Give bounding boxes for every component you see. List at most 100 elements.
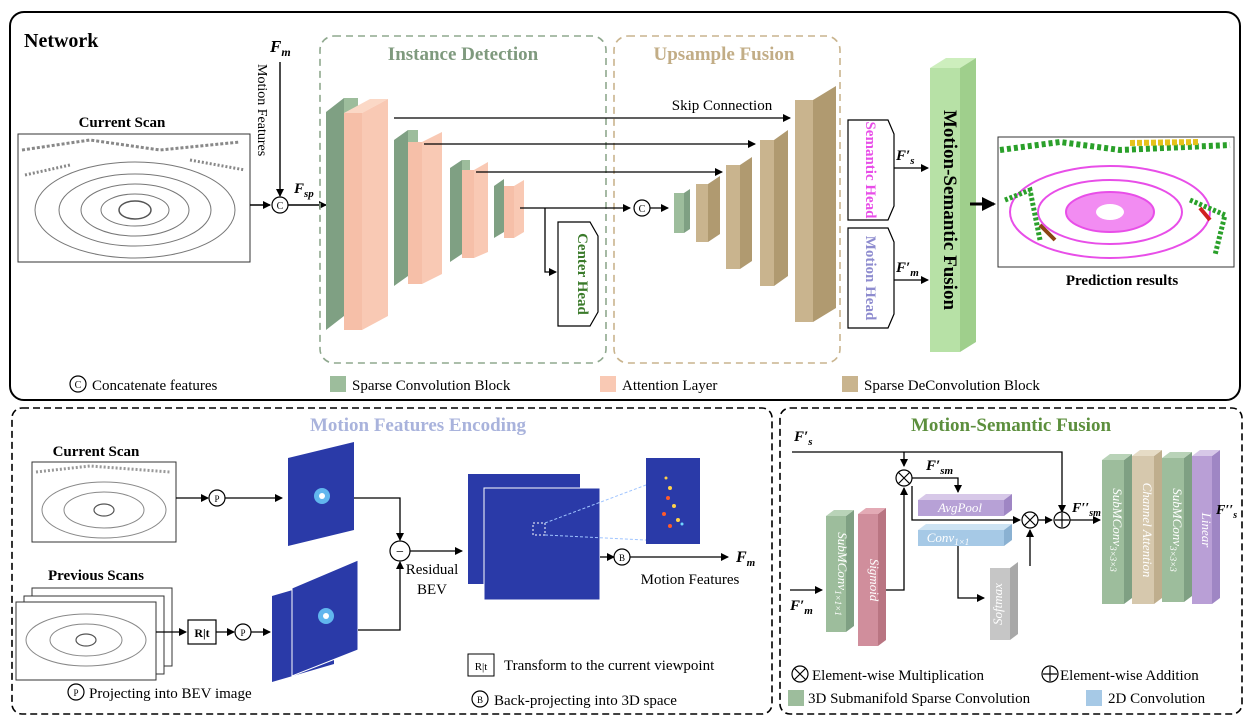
subm1-block: [826, 510, 854, 632]
zoom-region: [532, 522, 546, 536]
bev-to-minus-arrow-bottom: [358, 561, 404, 631]
fsm-dprime-label: F′′sm: [1071, 501, 1101, 519]
minus-symbol: −: [396, 545, 404, 560]
conv-to-softmax-arrow: [957, 546, 985, 602]
subm3b-label: SubMConv3×3×3: [1168, 488, 1185, 572]
channel-attention-block: [1132, 450, 1162, 604]
mfe-title: Motion Features Encoding: [310, 415, 527, 436]
sigmoid-label: Sigmoid: [867, 559, 882, 602]
fm-label: Fm: [269, 37, 291, 59]
msf-fm-prime-label: F′m: [789, 598, 813, 617]
network-panel: Network Current Scan Fm Motion Features …: [9, 11, 1241, 401]
mfe-current-scan-image: [31, 461, 177, 543]
mfe-frame: [11, 407, 773, 715]
encoder-block-2: [394, 130, 442, 286]
legend-attention-label: Attention Layer: [622, 378, 717, 394]
mfe-previous-scans-label: Previous Scans: [48, 568, 144, 584]
motion-features-vertical-label: Motion Features: [254, 64, 269, 156]
skip-connection-label: Skip Connection: [672, 98, 773, 114]
fs-to-add-arrow: [792, 451, 1066, 513]
fsm-prime-label: F′sm: [925, 458, 954, 477]
subm3a-label: SubMConv3×3×3: [1108, 488, 1125, 572]
legend-rt-box: [467, 653, 495, 677]
prediction-image: [997, 136, 1235, 268]
residual-label: Residual: [406, 562, 459, 578]
encoder-block-1: [326, 98, 388, 330]
softmax-block: [990, 562, 1018, 640]
mfe-fm-label: Fm: [735, 549, 756, 569]
mfe-bev-previous: [272, 559, 359, 682]
msf-frame: [779, 407, 1243, 715]
legend-p-icon: [67, 683, 85, 701]
mfe-bev-current: [288, 442, 354, 546]
upsample-fusion-box: [613, 35, 841, 364]
legend-rt-label: R|t: [475, 661, 488, 673]
rt-box-label: R|t: [194, 626, 209, 640]
msf-panel: Motion-Semantic Fusion F′s F′sm AvgPool …: [779, 407, 1243, 715]
legend-concat-label: Concatenate features: [92, 378, 218, 394]
conv-block: [918, 524, 1012, 546]
legend-projecting-label: Projecting into BEV image: [89, 686, 252, 702]
subm3a-block: [1102, 454, 1132, 604]
network-frame: [9, 11, 1241, 401]
legend-add-label: Element-wise Addition: [1060, 668, 1199, 684]
decoder-block-3: [760, 130, 788, 286]
subm1-label: SubMConv1×1×1: [833, 532, 850, 615]
b-symbol: B: [619, 553, 625, 563]
legend-concat-icon: [69, 375, 87, 393]
sigmoid-to-mult-arrow: [886, 487, 908, 591]
legend-subm-swatch: [788, 690, 804, 706]
mfe-current-scan-label: Current Scan: [53, 444, 140, 460]
subm3b-block: [1162, 452, 1192, 602]
ms-fusion-vertical-label: Motion-Semantic Fusion: [939, 110, 960, 310]
legend-sparse-conv-label: Sparse Convolution Block: [352, 378, 511, 394]
legend-mult-label: Element-wise Multiplication: [812, 668, 985, 684]
fs-dprime-label: F′′s: [1215, 503, 1237, 521]
legend-b-icon: [471, 690, 489, 708]
decoder-concat-symbol: C: [639, 204, 646, 215]
msf-fs-prime-label: F′s: [793, 429, 813, 448]
mfe-motion-features-label: Motion Features: [641, 572, 740, 588]
sigmoid-block: [858, 508, 886, 646]
fsm-to-avgpool-arrow: [912, 477, 962, 493]
mfe-previous-scans-image: [15, 587, 173, 681]
zoom-inset: [646, 458, 700, 544]
legend-2d-swatch: [1086, 690, 1102, 706]
residual-bev-stack: [468, 474, 647, 601]
center-head-box: [557, 221, 599, 327]
msf-title: Motion-Semantic Fusion: [911, 415, 1111, 436]
center-head-arrow: [544, 208, 557, 276]
mfe-panel: Motion Features Encoding Current Scan P …: [11, 407, 773, 715]
motion-semantic-fusion-slab: [930, 58, 976, 352]
legend-b-symbol: B: [477, 695, 483, 705]
fs-prime-label: F′s: [895, 148, 915, 167]
center-head-label: Center Head: [574, 233, 590, 315]
avgpool-label: AvgPool: [937, 500, 982, 515]
fsp-label: Fsp: [293, 181, 314, 200]
network-legend: C Concatenate features Sparse Convolutio…: [69, 375, 1040, 394]
legend-concat-symbol: C: [75, 380, 82, 391]
encoder-block-4: [494, 179, 524, 238]
avgpool-block: [918, 494, 1012, 516]
legend-2d-label: 2D Convolution: [1108, 691, 1206, 707]
motion-head-box: [847, 227, 895, 329]
conv-label: Conv1×1: [927, 530, 970, 547]
linear-label: Linear: [1199, 512, 1214, 549]
encoder-block-3: [450, 160, 488, 262]
rt-box: [187, 619, 217, 645]
legend-deconv-label: Sparse DeConvolution Block: [864, 378, 1040, 394]
legend-backproject-label: Back-projecting into 3D space: [494, 693, 677, 709]
decoder-block-2: [726, 157, 752, 269]
current-scan-image: [17, 133, 251, 263]
current-scan-label: Current Scan: [79, 115, 166, 131]
bev-to-minus-arrow-top: [354, 497, 404, 541]
legend-attention-swatch: [600, 376, 616, 392]
legend-deconv-swatch: [842, 376, 858, 392]
prediction-results-label: Prediction results: [1066, 273, 1179, 289]
decoder-block-0: [674, 189, 690, 233]
semantic-head-box: [847, 119, 895, 221]
semantic-head-label: Semantic Head: [862, 121, 878, 219]
instance-detection-title: Instance Detection: [388, 44, 539, 65]
motion-head-label: Motion Head: [862, 236, 878, 321]
